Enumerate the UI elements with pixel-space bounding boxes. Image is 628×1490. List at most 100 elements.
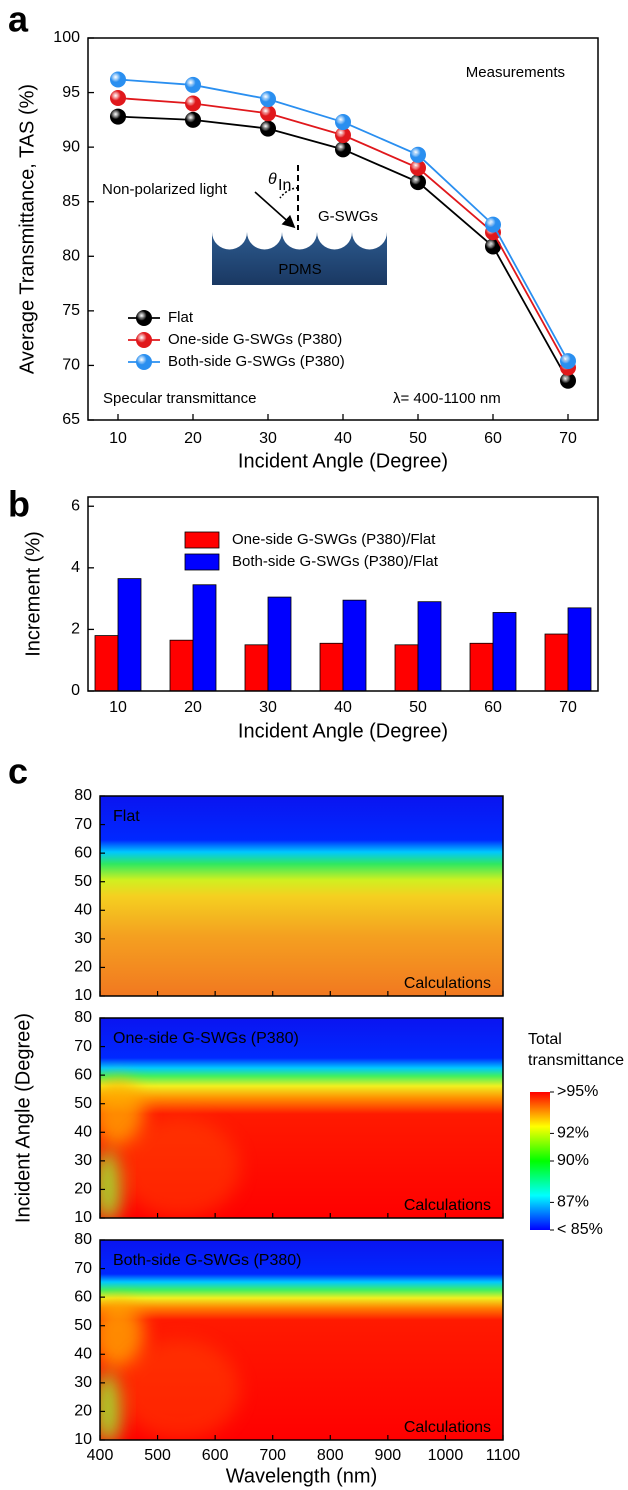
y-tick-label: 10: [74, 1431, 92, 1448]
light-arrow: [254, 191, 296, 229]
bar: [117, 578, 142, 692]
panel-note: Calculations: [404, 1197, 491, 1214]
y-tick-label: 2: [71, 621, 80, 638]
data-point: [260, 105, 276, 122]
y-tick-label: 75: [62, 302, 80, 319]
y-tick-label: 30: [74, 930, 92, 947]
heat-feature: [120, 1118, 240, 1218]
bar: [469, 642, 494, 692]
legend-marker: [136, 354, 152, 370]
y-tick-label: 10: [74, 987, 92, 1004]
plot-frame: [99, 795, 504, 997]
y-tick-label: 70: [74, 1260, 92, 1277]
y-tick-label: 80: [74, 787, 92, 804]
y-tick-label: 70: [62, 357, 80, 374]
x-tick-label: 50: [409, 430, 427, 447]
legend-marker: [136, 310, 152, 326]
x-tick-label: 40: [334, 430, 352, 447]
y-tick-label: 60: [74, 1288, 92, 1305]
x-tick-label: 40: [334, 699, 352, 716]
y-tick-label: 95: [62, 84, 80, 101]
data-point: [185, 76, 201, 93]
bar: [169, 639, 194, 692]
panel-note: Calculations: [404, 1419, 491, 1436]
data-point: [110, 108, 126, 125]
colorbar-label: 92%: [557, 1125, 589, 1142]
x-tick-label: 10: [109, 699, 127, 716]
y-axis-label: Increment (%): [22, 531, 44, 657]
y-tick-label: 40: [74, 1124, 92, 1141]
annotation: Non-polarized light: [102, 181, 228, 198]
heat-feature: [100, 1150, 122, 1218]
x-tick-label: 50: [409, 699, 427, 716]
panel-title: Both-side G-SWGs (P380): [113, 1252, 302, 1269]
data-point: [335, 114, 351, 131]
bar: [319, 642, 344, 692]
x-tick-label: 60: [484, 699, 502, 716]
x-tick-label: 20: [184, 430, 202, 447]
angle-arc: [279, 187, 299, 199]
colorbar-label: < 85%: [557, 1221, 603, 1238]
data-point: [185, 111, 201, 128]
y-tick-label: 70: [74, 816, 92, 833]
y-tick-label: 20: [74, 1403, 92, 1420]
data-point: [410, 174, 426, 191]
heat-feature: [100, 1372, 122, 1440]
x-tick-label: 600: [202, 1447, 229, 1464]
bar: [394, 644, 419, 692]
y-tick-label: 85: [62, 193, 80, 210]
panel-title: One-side G-SWGs (P380): [113, 1030, 299, 1047]
data-point: [485, 238, 501, 255]
y-axis-label: Incident Angle (Degree): [12, 1013, 34, 1223]
angle-subscript: In: [278, 177, 291, 194]
y-tick-label: 50: [74, 873, 92, 890]
bar: [342, 599, 367, 692]
x-tick-label: 10: [109, 430, 127, 447]
panel-label: b: [8, 484, 30, 525]
y-tick-label: 80: [74, 1231, 92, 1248]
plot-frame: [87, 496, 599, 692]
annotation: PDMS: [278, 261, 321, 278]
bar: [244, 644, 269, 692]
colorbar-title: transmittance: [528, 1052, 624, 1069]
y-tick-label: 40: [74, 902, 92, 919]
data-point: [335, 141, 351, 158]
y-tick-label: 50: [74, 1317, 92, 1334]
x-tick-label: 500: [144, 1447, 171, 1464]
x-axis-label: Incident Angle (Degree): [238, 720, 448, 742]
panel-label: c: [8, 751, 28, 792]
panel-note: Calculations: [404, 975, 491, 992]
bar: [267, 596, 292, 692]
legend-swatch: [184, 531, 220, 549]
angle-symbol: θ: [268, 171, 277, 188]
annotation: Measurements: [466, 64, 565, 81]
x-tick-label: 30: [259, 699, 277, 716]
data-point: [260, 91, 276, 108]
data-point: [485, 216, 501, 233]
legend-label: Flat: [168, 309, 194, 326]
x-tick-label: 1100: [486, 1447, 521, 1464]
x-axis-label: Incident Angle (Degree): [238, 450, 448, 472]
data-point: [260, 120, 276, 137]
pdms-substrate: [212, 232, 387, 285]
heat-feature: [120, 1340, 240, 1440]
data-point: [410, 146, 426, 163]
x-tick-label: 1000: [428, 1447, 464, 1464]
legend-swatch: [184, 553, 220, 571]
heatmap-panel: [100, 1240, 503, 1440]
plot-frame: [99, 1017, 504, 1219]
legend-label: Both-side G-SWGs (P380): [168, 353, 345, 370]
y-tick-label: 40: [74, 1346, 92, 1363]
x-tick-label: 20: [184, 699, 202, 716]
x-tick-label: 60: [484, 430, 502, 447]
y-tick-label: 100: [53, 29, 80, 46]
bar: [492, 612, 517, 692]
x-tick-label: 400: [87, 1447, 114, 1464]
annotation: G-SWGs: [318, 208, 378, 225]
data-point: [410, 159, 426, 176]
data-point: [110, 90, 126, 107]
x-tick-label: 700: [259, 1447, 286, 1464]
y-tick-label: 80: [62, 248, 80, 265]
heatmap-panel: [100, 796, 503, 996]
y-tick-label: 20: [74, 1181, 92, 1198]
